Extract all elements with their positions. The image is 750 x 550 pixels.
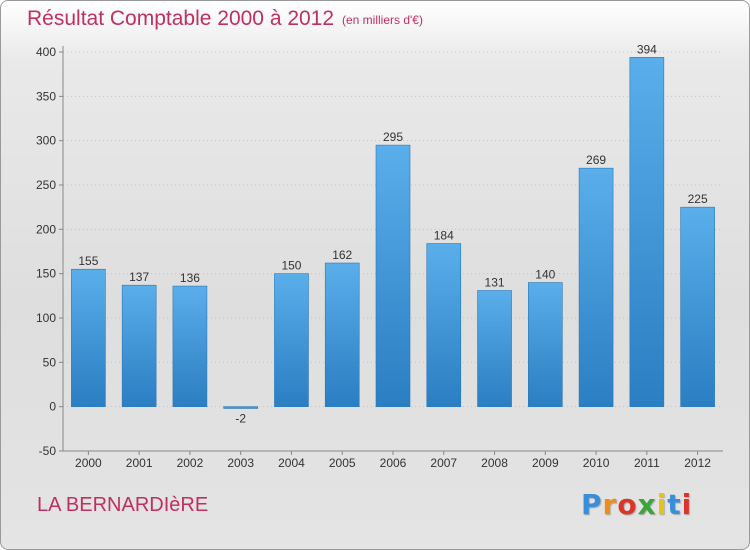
y-tick-label: 250 xyxy=(36,178,56,192)
data-label: 295 xyxy=(383,130,403,144)
x-tick-label: 2012 xyxy=(684,456,711,470)
chart-subtitle: (en milliers d'€) xyxy=(342,13,423,27)
proxiti-logo: Proxiti xyxy=(581,488,692,521)
labels: -50 0 50 100 150 200 250 300 350 400 155 2000 137 200… xyxy=(36,42,711,470)
data-label: 225 xyxy=(688,192,708,206)
x-tick-label: 2006 xyxy=(380,456,407,470)
data-label: 131 xyxy=(485,276,505,290)
data-label: -2 xyxy=(235,411,246,425)
bar-2011 xyxy=(629,57,665,407)
logo-letter: r xyxy=(602,488,618,521)
bar-2006 xyxy=(375,144,411,407)
bar-2004 xyxy=(274,273,309,407)
x-tick-label: 2007 xyxy=(430,456,457,470)
axes xyxy=(59,46,723,455)
bar-2012 xyxy=(680,206,715,407)
y-tick-label: 100 xyxy=(36,311,56,325)
data-label: 140 xyxy=(535,268,555,282)
chart-title: Résultat Comptable 2000 à 2012 xyxy=(27,7,335,30)
y-tick-label: 350 xyxy=(36,89,56,103)
x-tick-label: 2000 xyxy=(75,456,102,470)
y-tick-label: 0 xyxy=(49,400,56,414)
x-tick-label: 2005 xyxy=(329,456,356,470)
x-tick-label: 2002 xyxy=(177,456,204,470)
x-tick-label: 2010 xyxy=(583,456,610,470)
x-tick-label: 2009 xyxy=(532,456,559,470)
bar-2001 xyxy=(121,284,157,407)
x-tick-label: 2008 xyxy=(481,456,508,470)
y-tick-label: 300 xyxy=(36,134,56,148)
logo-letter: P xyxy=(581,488,603,521)
data-label: 136 xyxy=(180,271,200,285)
data-label: 137 xyxy=(129,270,149,284)
y-tick-label: 400 xyxy=(36,45,56,59)
y-tick-label: 50 xyxy=(43,355,57,369)
bar-2005 xyxy=(324,262,360,407)
data-label: 162 xyxy=(332,248,352,262)
y-tick-label: 200 xyxy=(36,222,56,236)
logo-letter: o xyxy=(617,488,638,521)
bar-2010 xyxy=(578,167,614,407)
bar-2003 xyxy=(223,406,258,409)
x-tick-label: 2001 xyxy=(126,456,153,470)
data-label: 269 xyxy=(586,153,606,167)
logo-letter: t xyxy=(667,488,682,521)
y-tick-label: 150 xyxy=(36,267,56,281)
data-label: 150 xyxy=(281,259,301,273)
x-tick-label: 2003 xyxy=(227,456,254,470)
bar-2008 xyxy=(477,290,512,407)
bar-2000 xyxy=(71,268,106,407)
bar-2009 xyxy=(528,282,563,407)
x-tick-label: 2011 xyxy=(634,456,660,470)
y-tick-label: -50 xyxy=(39,444,57,458)
logo-letter: i xyxy=(681,488,693,521)
data-label: 155 xyxy=(78,254,98,268)
data-label: 394 xyxy=(637,42,657,56)
bar-2002 xyxy=(172,285,208,407)
commune-name: LA BERNARDIèRE xyxy=(37,494,209,516)
bar-2007 xyxy=(426,243,462,407)
logo-letter: i xyxy=(656,488,668,521)
logo-letter: x xyxy=(637,488,657,521)
data-label: 184 xyxy=(434,229,454,243)
x-tick-label: 2004 xyxy=(278,456,305,470)
bars xyxy=(71,57,715,409)
